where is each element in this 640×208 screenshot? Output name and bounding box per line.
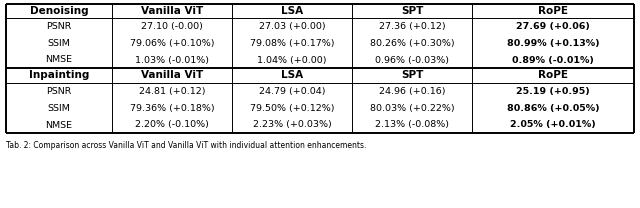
Text: SPT: SPT: [401, 6, 423, 16]
Text: 0.89% (-0.01%): 0.89% (-0.01%): [512, 56, 594, 64]
Text: 27.69 (+0.06): 27.69 (+0.06): [516, 22, 590, 31]
Text: LSA: LSA: [281, 6, 303, 16]
Text: 0.96% (-0.03%): 0.96% (-0.03%): [375, 56, 449, 64]
Text: SPT: SPT: [401, 71, 423, 80]
Text: 1.03% (-0.01%): 1.03% (-0.01%): [135, 56, 209, 64]
Text: Vanilla ViT: Vanilla ViT: [141, 6, 203, 16]
Text: 80.99% (+0.13%): 80.99% (+0.13%): [507, 39, 599, 48]
Text: 2.23% (+0.03%): 2.23% (+0.03%): [253, 120, 332, 130]
Text: NMSE: NMSE: [45, 120, 72, 130]
Text: Inpainting: Inpainting: [29, 71, 89, 80]
Text: Denoising: Denoising: [29, 6, 88, 16]
Text: 24.81 (+0.12): 24.81 (+0.12): [139, 87, 205, 96]
Text: PSNR: PSNR: [46, 87, 72, 96]
Text: 79.50% (+0.12%): 79.50% (+0.12%): [250, 104, 334, 113]
Text: SSIM: SSIM: [47, 39, 70, 48]
Text: LSA: LSA: [281, 71, 303, 80]
Text: RoPE: RoPE: [538, 71, 568, 80]
Text: NMSE: NMSE: [45, 56, 72, 64]
Text: 80.03% (+0.22%): 80.03% (+0.22%): [370, 104, 454, 113]
Text: 27.03 (+0.00): 27.03 (+0.00): [259, 22, 325, 31]
Text: 80.26% (+0.30%): 80.26% (+0.30%): [370, 39, 454, 48]
Text: 27.36 (+0.12): 27.36 (+0.12): [379, 22, 445, 31]
Text: 79.08% (+0.17%): 79.08% (+0.17%): [250, 39, 334, 48]
Text: Vanilla ViT: Vanilla ViT: [141, 71, 203, 80]
Text: 24.79 (+0.04): 24.79 (+0.04): [259, 87, 325, 96]
Text: 2.20% (-0.10%): 2.20% (-0.10%): [135, 120, 209, 130]
Text: RoPE: RoPE: [538, 6, 568, 16]
Text: 25.19 (+0.95): 25.19 (+0.95): [516, 87, 590, 96]
Text: 1.04% (+0.00): 1.04% (+0.00): [257, 56, 327, 64]
Text: SSIM: SSIM: [47, 104, 70, 113]
Text: 24.96 (+0.16): 24.96 (+0.16): [379, 87, 445, 96]
Text: Tab. 2: Comparison across Vanilla ViT and Vanilla ViT with individual attention : Tab. 2: Comparison across Vanilla ViT an…: [6, 141, 366, 150]
Text: 2.05% (+0.01%): 2.05% (+0.01%): [510, 120, 596, 130]
Text: 2.13% (-0.08%): 2.13% (-0.08%): [375, 120, 449, 130]
Text: PSNR: PSNR: [46, 22, 72, 31]
Text: 27.10 (-0.00): 27.10 (-0.00): [141, 22, 203, 31]
Text: 79.06% (+0.10%): 79.06% (+0.10%): [130, 39, 214, 48]
Text: 80.86% (+0.05%): 80.86% (+0.05%): [507, 104, 599, 113]
Text: 79.36% (+0.18%): 79.36% (+0.18%): [130, 104, 214, 113]
